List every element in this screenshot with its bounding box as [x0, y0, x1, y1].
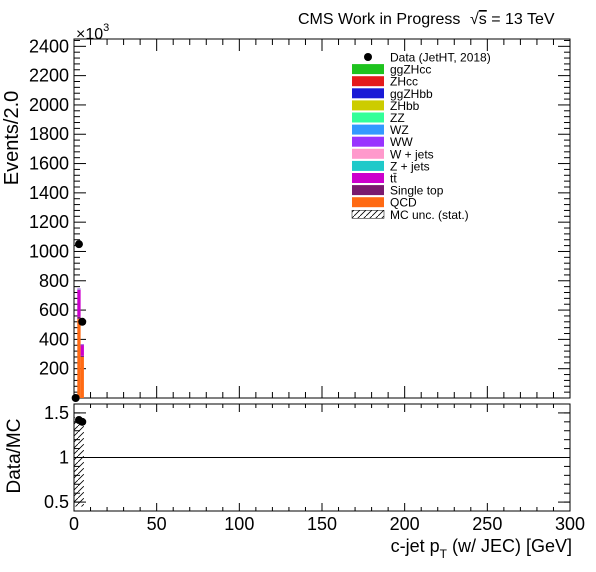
ratio-x-axis: 0 50 100 150 200 250 300: [69, 404, 585, 534]
ratio-x-tick-label: 0: [69, 514, 79, 534]
ratio-y-tick-label: 0.5: [44, 492, 69, 512]
legend-qcd-swatch: [352, 197, 384, 208]
header-energy: √s = 13 TeV: [470, 11, 555, 28]
main-x-axis: [73, 39, 571, 398]
stack-bar-single-top: [80, 355, 84, 357]
stack-bar-w-jets: [80, 344, 84, 345]
stack-bar-tt-: [80, 344, 84, 356]
legend-zz-swatch: [352, 112, 384, 123]
ratio-x-tick-label: 100: [224, 514, 254, 534]
legend-z-jets-swatch: [352, 160, 384, 171]
legend-ww-label: WW: [390, 135, 413, 149]
ratio-panel: 0.5 1 1.5 0 50 100 150 200 250 300 Data/MC c-jet…: [4, 403, 585, 561]
stack-bar-qcd: [77, 318, 81, 398]
ratio-x-tick-label: 50: [147, 514, 167, 534]
legend-tt--label: tt̄: [390, 172, 397, 186]
main-data-points: [71, 240, 87, 402]
legend-data-jetht-2018--label: Data (JetHT, 2018): [390, 51, 491, 65]
legend-mc-unc-stat--label: MC unc. (stat.): [390, 208, 469, 222]
data-point: [71, 394, 80, 402]
header-title: CMS Work in Progress: [298, 11, 460, 28]
legend-mc-unc-stat--swatch: [351, 210, 385, 219]
ratio-y-tick-label: 1.5: [44, 403, 69, 423]
legend-z-jets-label: Z + jets: [390, 159, 430, 173]
stack-bar-single-top: [77, 316, 81, 319]
main-y-tick-label: 1800: [29, 124, 69, 144]
legend-data-jetht-2018--marker: [364, 53, 372, 61]
stack-bar-w-jets: [77, 288, 81, 290]
ratio-x-tick-label: 250: [472, 514, 502, 534]
legend-zhcc-swatch: [352, 76, 384, 87]
main-y-tick-label: 2200: [29, 66, 69, 86]
legend-w-jets-swatch: [352, 148, 384, 159]
main-y-tick-label: 600: [39, 300, 69, 320]
main-y-tick-label: 1000: [29, 241, 69, 261]
stack-bar-z-jets: [80, 344, 84, 346]
main-y-tick-label: 1400: [29, 183, 69, 203]
data-point: [74, 240, 83, 249]
legend-ggzhbb-label: ggZHbb: [390, 87, 433, 101]
legend-ww-swatch: [352, 136, 384, 147]
legend-single-top-label: Single top: [390, 184, 444, 198]
legend: Data (JetHT, 2018)ggZHccZHccggZHbbZHbbZZ…: [351, 51, 491, 222]
main-stack: [77, 288, 84, 398]
legend-w-jets-label: W + jets: [390, 147, 434, 161]
legend-zhbb-swatch: [352, 100, 384, 111]
legend-zhcc-label: ZHcc: [390, 75, 418, 89]
ratio-mc-unc-band: [74, 417, 84, 507]
main-panel: 200 400 600 800 1000 1200 1400 1600 1800 2000 2200…: [1, 22, 571, 402]
ratio-y-label: Data/MC: [4, 419, 25, 494]
main-y-tick-label: 2400: [29, 36, 69, 56]
ratio-x-tick-label: 300: [555, 514, 585, 534]
legend-wz-swatch: [352, 124, 384, 135]
main-y-tick-label: 400: [39, 329, 69, 349]
main-y-tick-label: 800: [39, 271, 69, 291]
legend-tt--swatch: [352, 173, 384, 183]
main-y-tick-label: 200: [39, 359, 69, 379]
main-y-tick-label: 2000: [29, 95, 69, 115]
stack-bar-z-jets: [77, 289, 81, 290]
ratio-y-tick-label: 1: [59, 448, 69, 468]
main-y-label: Events/2.0: [1, 91, 23, 186]
data-point: [78, 317, 87, 326]
ratio-data-points: [74, 416, 87, 507]
main-y-axis: 200 400 600 800 1000 1200 1400 1600 1800 2000 2200…: [29, 36, 570, 393]
legend-ggzhcc-swatch: [352, 64, 384, 75]
ratio-x-tick-label: 200: [390, 514, 420, 534]
stack-bar-qcd: [80, 356, 84, 398]
legend-single-top-swatch: [352, 185, 384, 196]
legend-zhbb-label: ZHbb: [390, 99, 420, 113]
ratio-point: [78, 417, 87, 426]
main-plot-frame: [73, 38, 571, 399]
main-y-tick-label: 1200: [29, 212, 69, 232]
legend-ggzhcc-label: ggZHcc: [390, 63, 431, 77]
stack-bar-tt-: [77, 289, 81, 317]
main-y-multiplier: ×103: [76, 22, 109, 43]
ratio-x-tick-label: 150: [307, 514, 337, 534]
x-axis-label: c-jet pT (w/ JEC) [GeV]: [391, 536, 572, 561]
stack-bar-ww: [80, 344, 84, 345]
stack-bar-ww: [77, 288, 81, 289]
legend-qcd-label: QCD: [390, 196, 417, 210]
legend-ggzhbb-swatch: [352, 88, 384, 99]
main-y-tick-label: 1600: [29, 154, 69, 174]
legend-wz-label: WZ: [390, 123, 409, 137]
legend-zz-label: ZZ: [390, 111, 405, 125]
